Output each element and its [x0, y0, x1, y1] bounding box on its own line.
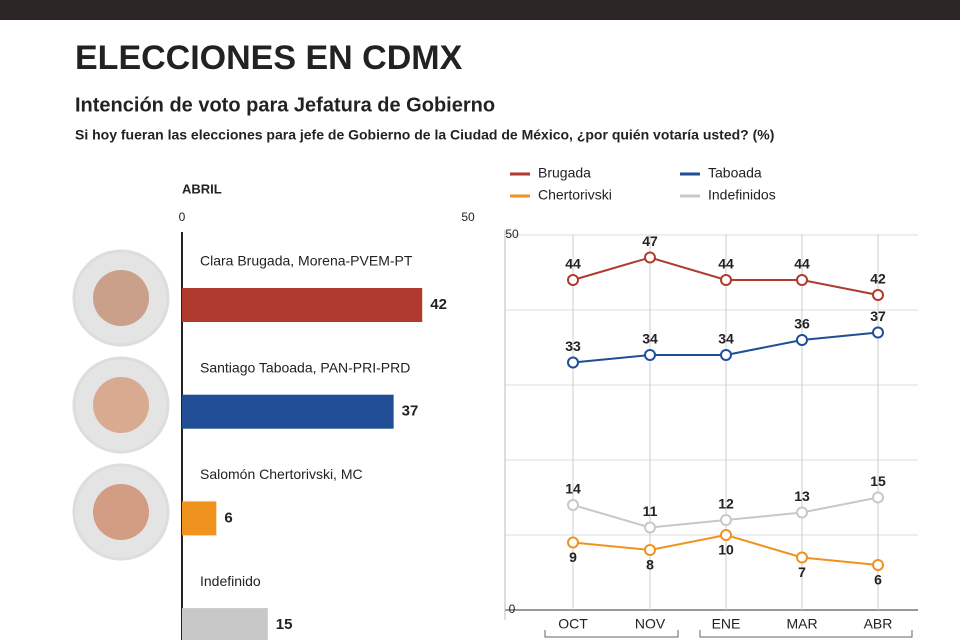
- legend-label: Brugada: [538, 165, 591, 181]
- point: [644, 349, 656, 361]
- value-label: 47: [642, 233, 658, 249]
- bar: [182, 394, 394, 429]
- value-label: 15: [276, 616, 293, 633]
- photo-face: [93, 377, 149, 433]
- value-label: 12: [718, 496, 734, 512]
- photo-face: [93, 484, 149, 540]
- x-tick-label: ABR: [864, 616, 893, 632]
- point: [567, 356, 579, 369]
- value-label: 34: [642, 331, 658, 347]
- y-tick-label: 50: [505, 227, 519, 241]
- legend-label: Chertorivski: [538, 187, 612, 203]
- bracket: [544, 630, 679, 638]
- bracket: [699, 630, 913, 638]
- point: [796, 274, 808, 286]
- value-label: 8: [646, 557, 654, 573]
- bar-label: Clara Brugada, Morena-PVEM-PT: [200, 253, 413, 269]
- bar-chart-title: ABRIL: [182, 181, 222, 196]
- month-brackets: [544, 630, 913, 638]
- y-tick-label: 0: [509, 602, 516, 616]
- x-tick-label: 0: [179, 210, 186, 224]
- value-label: 14: [565, 481, 581, 497]
- value-label: 36: [794, 316, 810, 332]
- title: ELECCIONES EN CDMX: [75, 39, 463, 77]
- value-label: 13: [794, 488, 810, 504]
- point: [872, 559, 884, 571]
- point: [720, 274, 732, 286]
- point: [720, 529, 732, 541]
- point: [567, 274, 579, 286]
- value-label: 7: [798, 564, 806, 580]
- value-label: 44: [718, 256, 734, 272]
- point: [720, 349, 732, 361]
- point: [796, 334, 808, 346]
- bar: [182, 501, 217, 536]
- point: [796, 551, 808, 564]
- value-label: 34: [718, 331, 734, 347]
- value-label: 6: [874, 572, 882, 588]
- value-label: 15: [870, 473, 886, 489]
- bar-label: Santiago Taboada, PAN-PRI-PRD: [200, 359, 410, 375]
- legend-label: Indefinidos: [708, 187, 776, 203]
- subtitle: Intención de voto para Jefatura de Gobie…: [75, 94, 495, 116]
- x-tick-label: NOV: [635, 616, 666, 632]
- x-tick-label: ENE: [712, 616, 741, 632]
- point: [567, 499, 579, 511]
- point: [644, 521, 656, 534]
- point: [720, 514, 732, 526]
- point: [872, 491, 884, 504]
- value-label: 33: [565, 338, 581, 354]
- x-tick-label: MAR: [786, 616, 817, 632]
- value-label: 37: [402, 403, 419, 420]
- value-label: 10: [718, 542, 734, 558]
- legend-label: Taboada: [708, 165, 762, 181]
- point: [796, 506, 808, 519]
- value-label: 44: [565, 256, 581, 272]
- value-label: 37: [870, 308, 886, 324]
- x-tick-label: OCT: [558, 616, 588, 632]
- photo-face: [93, 270, 149, 326]
- description: Si hoy fueran las elecciones para jefe d…: [75, 127, 774, 143]
- point: [644, 251, 656, 264]
- bar-label: Salomón Chertorivski, MC: [200, 466, 363, 482]
- point: [872, 289, 884, 301]
- bar: [182, 288, 423, 322]
- x-tick-label: 50: [461, 210, 475, 224]
- bar: [182, 608, 268, 640]
- value-label: 6: [224, 509, 232, 526]
- point: [872, 326, 884, 339]
- value-label: 44: [794, 256, 810, 272]
- top-band: [0, 0, 960, 20]
- value-label: 42: [870, 271, 886, 287]
- bar-label: Indefinido: [200, 573, 261, 589]
- photos: [72, 249, 170, 561]
- point: [644, 544, 656, 556]
- point: [567, 536, 579, 549]
- value-label: 42: [430, 296, 447, 313]
- value-label: 9: [569, 549, 577, 565]
- value-label: 11: [643, 503, 658, 519]
